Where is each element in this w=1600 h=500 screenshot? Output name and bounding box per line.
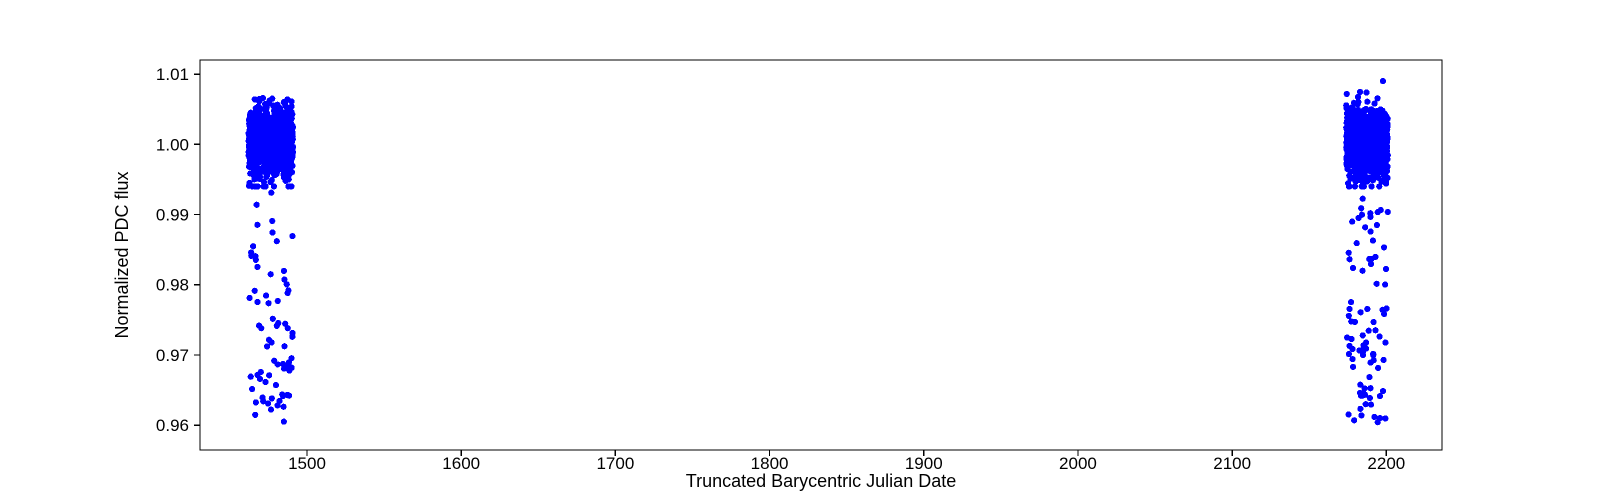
svg-text:1.01: 1.01 <box>156 65 189 84</box>
svg-text:2100: 2100 <box>1213 454 1251 473</box>
svg-text:2000: 2000 <box>1059 454 1097 473</box>
svg-text:1500: 1500 <box>288 454 326 473</box>
svg-text:0.96: 0.96 <box>156 416 189 435</box>
svg-text:2200: 2200 <box>1367 454 1405 473</box>
svg-text:1.00: 1.00 <box>156 135 189 154</box>
svg-text:0.99: 0.99 <box>156 206 189 225</box>
svg-text:Truncated Barycentric Julian D: Truncated Barycentric Julian Date <box>686 471 956 491</box>
svg-text:1700: 1700 <box>596 454 634 473</box>
svg-text:0.97: 0.97 <box>156 346 189 365</box>
svg-text:1600: 1600 <box>442 454 480 473</box>
svg-text:0.98: 0.98 <box>156 276 189 295</box>
svg-text:Normalized PDC flux: Normalized PDC flux <box>112 171 132 338</box>
